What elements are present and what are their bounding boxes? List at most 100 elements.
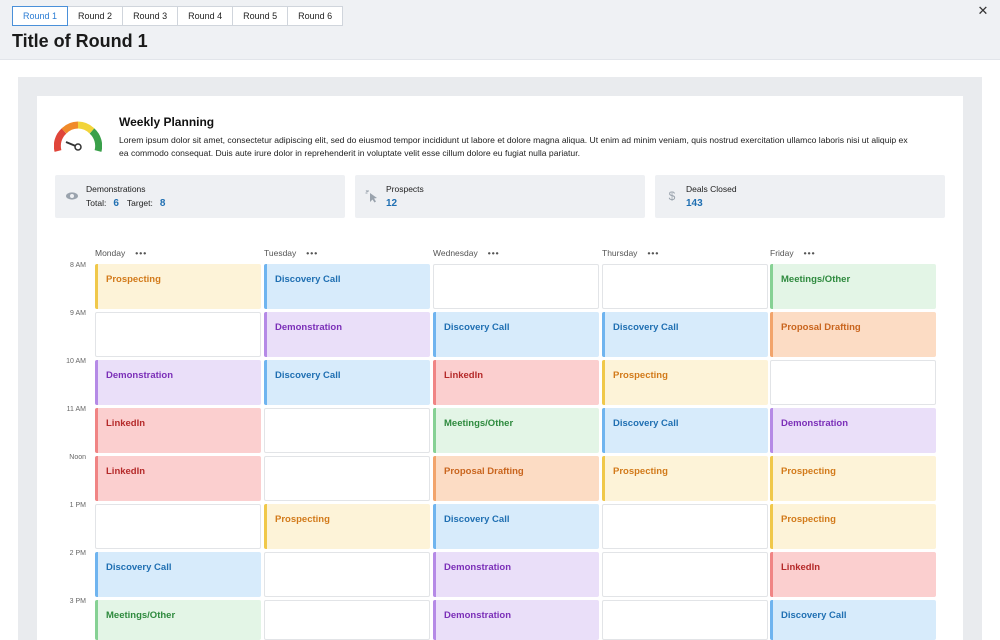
empty-slot[interactable] — [433, 264, 599, 309]
event-label: Demonstration — [106, 370, 174, 381]
empty-slot[interactable] — [602, 504, 768, 549]
planning-description: Lorem ipsum dolor sit amet, consectetur … — [119, 135, 908, 158]
more-options-icon[interactable]: ••• — [306, 248, 319, 258]
event-block[interactable]: Proposal Drafting — [770, 312, 936, 357]
event-label: Discovery Call — [275, 274, 341, 285]
event-label: Prospecting — [106, 274, 161, 285]
event-block[interactable]: Demonstration — [770, 408, 936, 453]
stat-label: Prospects — [386, 184, 424, 194]
empty-slot[interactable] — [602, 600, 768, 640]
event-block[interactable]: Prospecting — [95, 264, 261, 309]
event-block[interactable]: Demonstration — [95, 360, 261, 405]
time-label: 8 AM — [70, 262, 86, 269]
event-label: Demonstration — [275, 322, 343, 333]
tab-round-6[interactable]: Round 6 — [287, 6, 344, 26]
more-options-icon[interactable]: ••• — [487, 248, 500, 258]
page-title: Title of Round 1 — [12, 31, 148, 51]
time-label: 3 PM — [69, 598, 86, 605]
empty-slot[interactable] — [602, 552, 768, 597]
event-block[interactable]: Meetings/Other — [433, 408, 599, 453]
event-block[interactable]: LinkedIn — [95, 408, 261, 453]
event-block[interactable]: LinkedIn — [95, 456, 261, 501]
dollar-icon: $ — [668, 189, 676, 203]
event-block[interactable]: Discovery Call — [433, 312, 599, 357]
event-label: LinkedIn — [444, 370, 484, 381]
event-label: Demonstration — [444, 610, 512, 621]
event-block[interactable]: LinkedIn — [770, 552, 936, 597]
empty-slot[interactable] — [95, 312, 261, 357]
event-block[interactable]: LinkedIn — [433, 360, 599, 405]
event-block[interactable]: Discovery Call — [770, 600, 936, 640]
event-label: LinkedIn — [781, 562, 821, 573]
event-label: Proposal Drafting — [781, 322, 861, 333]
day-name: Wednesday — [433, 248, 478, 258]
event-label: Prospecting — [781, 466, 836, 477]
deals-value: 143 — [686, 198, 703, 209]
tab-round-2[interactable]: Round 2 — [67, 6, 124, 26]
event-label: LinkedIn — [106, 418, 146, 429]
time-label: 1 PM — [69, 502, 86, 509]
empty-slot[interactable] — [770, 360, 936, 405]
event-label: Prospecting — [613, 466, 668, 477]
event-label: Demonstration — [781, 418, 849, 429]
event-block[interactable]: Discovery Call — [264, 264, 430, 309]
day-name: Tuesday — [264, 248, 297, 258]
event-block[interactable]: Meetings/Other — [95, 600, 261, 640]
empty-slot[interactable] — [264, 456, 430, 501]
event-label: Discovery Call — [444, 514, 510, 525]
event-label: LinkedIn — [106, 466, 146, 477]
empty-slot[interactable] — [95, 504, 261, 549]
event-block[interactable]: Discovery Call — [95, 552, 261, 597]
empty-slot[interactable] — [264, 408, 430, 453]
day-header-tuesday: Tuesday ••• — [264, 248, 318, 258]
day-name: Friday — [770, 248, 794, 258]
day-header-thursday: Thursday ••• — [602, 248, 659, 258]
event-block[interactable]: Prospecting — [602, 456, 768, 501]
event-block[interactable]: Discovery Call — [264, 360, 430, 405]
event-label: Meetings/Other — [781, 274, 851, 285]
gauge-icon — [54, 121, 102, 152]
event-block[interactable]: Discovery Call — [602, 408, 768, 453]
event-block[interactable]: Prospecting — [770, 456, 936, 501]
empty-slot[interactable] — [264, 600, 430, 640]
event-block[interactable]: Demonstration — [433, 600, 599, 640]
close-icon[interactable]: ✕ — [977, 3, 989, 18]
event-block[interactable]: Meetings/Other — [770, 264, 936, 309]
event-label: Prospecting — [275, 514, 330, 525]
day-header-wednesday: Wednesday ••• — [433, 248, 500, 258]
stat-prospects: Prospects 12 — [355, 175, 645, 218]
event-label: Discovery Call — [444, 322, 510, 333]
stat-deals-closed: $ Deals Closed 143 — [655, 175, 945, 218]
event-block[interactable]: Demonstration — [433, 552, 599, 597]
event-block[interactable]: Prospecting — [602, 360, 768, 405]
more-options-icon[interactable]: ••• — [647, 248, 660, 258]
event-label: Meetings/Other — [444, 418, 514, 429]
stat-label: Deals Closed — [686, 184, 737, 194]
round-tabs: Round 1 Round 2 Round 3 Round 4 Round 5 Round… — [12, 6, 344, 26]
empty-slot[interactable] — [264, 552, 430, 597]
tab-round-5[interactable]: Round 5 — [232, 6, 289, 26]
event-label: Discovery Call — [781, 610, 847, 621]
more-options-icon[interactable]: ••• — [135, 248, 148, 258]
event-block[interactable]: Discovery Call — [433, 504, 599, 549]
event-block[interactable]: Proposal Drafting — [433, 456, 599, 501]
eye-icon — [65, 189, 79, 203]
event-label: Proposal Drafting — [444, 466, 524, 477]
event-block[interactable]: Prospecting — [264, 504, 430, 549]
total-label: Total: — [86, 198, 107, 208]
event-block[interactable]: Discovery Call — [602, 312, 768, 357]
empty-slot[interactable] — [602, 264, 768, 309]
event-block[interactable]: Prospecting — [770, 504, 936, 549]
tab-round-4[interactable]: Round 4 — [177, 6, 234, 26]
tab-round-1[interactable]: Round 1 — [12, 6, 69, 26]
total-value: 6 — [113, 198, 119, 209]
cursor-click-icon — [365, 189, 379, 203]
event-block[interactable]: Demonstration — [264, 312, 430, 357]
event-label: Discovery Call — [613, 322, 679, 333]
header-bar: Round 1 Round 2 Round 3 Round 4 Round 5 Round… — [0, 0, 1000, 60]
tab-round-3[interactable]: Round 3 — [122, 6, 179, 26]
day-name: Monday — [95, 248, 126, 258]
day-header-friday: Friday ••• — [770, 248, 816, 258]
more-options-icon[interactable]: ••• — [803, 248, 816, 258]
event-label: Discovery Call — [275, 370, 341, 381]
